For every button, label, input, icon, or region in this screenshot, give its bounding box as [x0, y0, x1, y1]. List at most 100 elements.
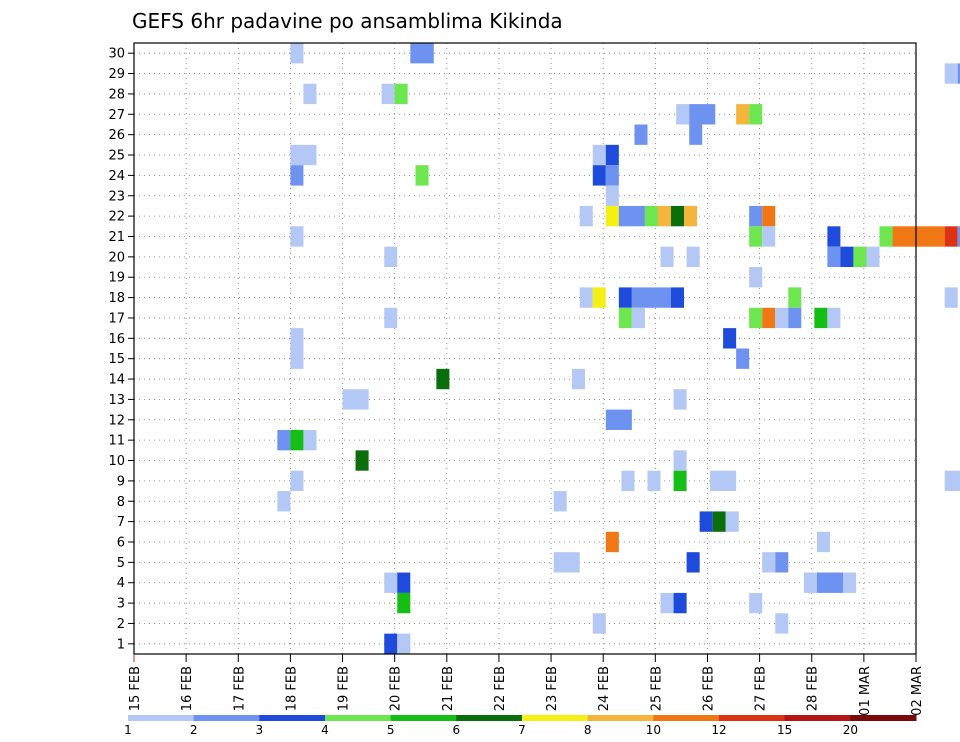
heatmap-cell	[957, 226, 960, 247]
y-tick-label: 13	[108, 393, 125, 408]
heatmap-cell	[397, 572, 411, 593]
y-tick-label: 15	[108, 352, 125, 367]
colorbar-segment	[259, 715, 326, 721]
x-tick-label: 16 FEB	[180, 666, 195, 711]
heatmap-cell	[384, 246, 398, 268]
x-tick-label: 22 FEB	[493, 666, 508, 711]
colorbar-label: 2	[190, 723, 198, 737]
heatmap-cell	[436, 368, 450, 390]
y-tick-label: 22	[108, 210, 125, 225]
x-tick-label: 27 FEB	[754, 666, 769, 711]
heatmap-cell	[762, 552, 776, 573]
x-tick-label: 25 FEB	[649, 666, 664, 711]
y-tick-label: 18	[108, 291, 125, 306]
colorbar-segment	[522, 715, 589, 721]
heatmap-cell	[644, 205, 658, 227]
heatmap-cell	[605, 531, 619, 553]
heatmap-cell	[686, 246, 700, 268]
colorbar-segment	[719, 715, 786, 721]
colorbar-segment	[784, 715, 851, 721]
heatmap-cell	[736, 348, 750, 369]
heatmap-cell	[290, 348, 304, 369]
colorbar-label: 10	[646, 723, 661, 737]
heatmap-cell	[686, 552, 700, 573]
heatmap-cell	[749, 205, 763, 227]
heatmap-cell	[736, 104, 750, 125]
colorbar-segment	[390, 715, 457, 721]
heatmap-cell	[592, 287, 606, 308]
y-tick-label: 26	[108, 128, 125, 143]
y-tick-label: 19	[108, 271, 125, 286]
heatmap-cell	[415, 165, 429, 186]
colorbar-label: 3	[256, 723, 264, 737]
y-axis-ticks: 1234567891011121314151617181920212223242…	[108, 47, 134, 652]
x-tick-label: 21 FEB	[441, 666, 456, 711]
heatmap-cell	[605, 185, 619, 206]
heatmap-cell	[660, 246, 674, 268]
x-tick-label: 24 FEB	[597, 666, 612, 711]
colorbar-label: 5	[387, 723, 395, 737]
heatmap-cell	[670, 287, 685, 308]
heatmap-cell	[290, 470, 304, 492]
heatmap-cell	[592, 144, 606, 166]
y-tick-label: 3	[117, 597, 125, 612]
colorbar-label: 20	[843, 723, 858, 737]
y-tick-label: 11	[108, 434, 125, 449]
heatmap-cell	[788, 307, 802, 329]
heatmap-cell	[592, 613, 606, 634]
heatmap-cell	[384, 572, 398, 593]
heatmap-cell	[355, 450, 369, 471]
heatmap-cell	[605, 165, 619, 186]
heatmap-cell	[827, 246, 841, 268]
x-tick-label: 26 FEB	[701, 666, 716, 711]
heatmap-cell	[749, 226, 763, 247]
x-tick-label: 20 FEB	[389, 666, 404, 711]
y-tick-label: 23	[108, 189, 125, 204]
heatmap-cell	[710, 470, 737, 492]
colorbar-label: 8	[584, 723, 592, 737]
heatmap-cell	[762, 307, 776, 329]
heatmap-cell	[579, 287, 593, 308]
heatmap-cell	[397, 633, 411, 654]
heatmap-cell	[571, 368, 585, 390]
heatmap-cell	[762, 205, 776, 227]
colorbar-segment	[850, 715, 917, 721]
heatmap-cell	[631, 287, 671, 308]
heatmap-cell	[749, 307, 763, 329]
heatmap-cell	[384, 307, 398, 329]
heatmap-cell	[866, 246, 880, 268]
colorbar-label: 7	[518, 723, 526, 737]
heatmap-cell	[618, 205, 645, 227]
y-tick-label: 29	[108, 67, 125, 82]
heatmap-cell	[879, 226, 893, 247]
heatmap-cell	[673, 470, 687, 492]
colorbar-segment	[128, 715, 195, 721]
heatmap-cell	[634, 124, 648, 145]
heatmap-cell	[749, 592, 763, 614]
heatmap-cell	[689, 124, 703, 145]
heatmap-cell	[592, 165, 606, 186]
heatmap-cell	[673, 450, 687, 471]
x-tick-label: 18 FEB	[284, 666, 299, 711]
grid-lines	[134, 43, 916, 654]
y-tick-label: 7	[117, 515, 125, 530]
heatmap-cell	[689, 104, 716, 125]
heatmap-cell	[723, 328, 737, 349]
y-tick-label: 4	[117, 576, 125, 591]
heatmap-cell	[673, 389, 687, 410]
heatmap-cell	[775, 552, 789, 573]
x-axis-ticks: 15 FEB 16 FEB 17 FEB 18 FEB 19 FEB 20 FEB 21 F…	[128, 654, 925, 716]
chart-title: GEFS 6hr padavine po ansamblima Kikinda	[132, 9, 563, 33]
y-tick-label: 5	[117, 556, 125, 571]
heatmap-cell	[944, 287, 958, 308]
colorbar-label: 6	[453, 723, 461, 737]
y-tick-label: 21	[108, 230, 125, 245]
x-tick-label: 19 FEB	[337, 666, 352, 711]
y-tick-label: 25	[108, 149, 125, 164]
y-tick-label: 20	[108, 250, 125, 265]
x-tick-label: 02 MAR	[910, 666, 925, 716]
heatmap-cell	[647, 470, 661, 492]
heatmap-cell	[660, 592, 674, 614]
heatmap-cell	[605, 144, 619, 166]
